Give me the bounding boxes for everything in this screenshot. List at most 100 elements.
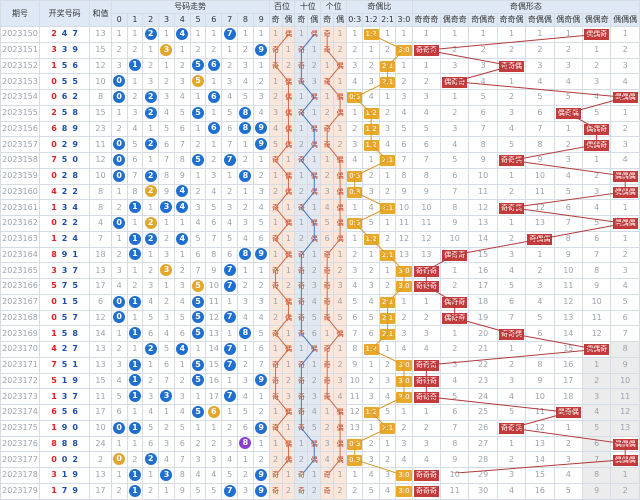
ratio-cell: 13 <box>346 419 364 437</box>
digit-cell: 1 <box>110 26 128 43</box>
parity-mark: 偶 <box>336 439 344 448</box>
period-cell: 2023165 <box>0 262 40 279</box>
digit-cell: 4 <box>126 120 144 138</box>
form-badge: 奇奇奇 <box>413 470 439 482</box>
form-cell: 奇奇奇 <box>411 467 442 484</box>
ratio-cell: 2 <box>346 482 364 500</box>
sum-cell: 13 <box>89 341 112 358</box>
position-parity-cell: 奇 <box>294 41 309 59</box>
position-parity-cell: 奇 <box>294 419 309 437</box>
digit-cell: 2 <box>173 372 191 390</box>
digit-cell: 3 <box>237 482 254 500</box>
position-parity-cell: 奇 <box>320 136 335 153</box>
position-parity-cell: 1 <box>307 246 322 264</box>
ratio-cell: 3:0 <box>395 356 413 374</box>
position-parity-cell: 1 <box>268 293 283 311</box>
digit-cell: 2 <box>110 482 128 500</box>
ratio-badge: 0:3 <box>347 171 362 183</box>
header-form: 奇偶形态 <box>411 0 640 14</box>
digit-cell: 5 <box>237 404 254 421</box>
ratio-cell: 0:3 <box>346 215 364 232</box>
ratio-cell: 11 <box>346 388 364 405</box>
digit-ball: 0 <box>113 453 126 466</box>
digit-cell: 2 <box>237 41 254 59</box>
digit-cell: 3 <box>189 451 207 468</box>
sum-cell: 10 <box>89 167 112 185</box>
digit-cell: 1 <box>126 341 144 358</box>
digit-cell: 5 <box>189 104 207 122</box>
ratio-badge: 1:2 <box>363 234 379 246</box>
ratio-badge: 1:2 <box>363 123 379 135</box>
digit-cell: 3 <box>158 435 175 453</box>
digit-ball: 7 <box>223 342 236 355</box>
ratio-cell: 4 <box>362 467 380 484</box>
header-form-item: 偶偶奇 <box>581 13 612 27</box>
position-parity-cell: 偶 <box>333 230 348 248</box>
digit-cell: 4 <box>221 451 238 468</box>
form-badge: 偶偶奇 <box>584 29 610 41</box>
position-parity-cell: 6 <box>320 230 335 248</box>
digit-cell: 7 <box>221 262 238 279</box>
position-parity-cell: 4 <box>268 120 283 138</box>
position-parity-cell: 2 <box>294 183 309 201</box>
digit-cell: 3 <box>252 183 270 201</box>
form-cell: 30 <box>468 482 498 500</box>
position-parity-cell: 偶 <box>307 167 322 185</box>
digit-cell: 4 <box>142 293 160 311</box>
digit-cell: 5 <box>189 309 207 327</box>
ratio-cell: 4 <box>378 482 397 500</box>
form-cell: 2 <box>581 57 612 75</box>
ratio-cell: 3:0 <box>395 388 413 405</box>
parity-mark: 偶 <box>284 172 292 181</box>
form-cell: 奇奇偶 <box>496 199 527 216</box>
form-cell: 偶奇奇 <box>440 309 470 327</box>
form-cell: 奇奇偶 <box>496 325 527 342</box>
digit-ball: 7 <box>223 264 236 277</box>
position-parity-cell: 1 <box>307 152 322 169</box>
position-parity-cell: 1 <box>294 89 309 106</box>
digit-cell: 4 <box>189 215 207 232</box>
open-number: 5 <box>72 297 78 307</box>
digit-cell: 4 <box>252 309 270 327</box>
parity-mark: 奇 <box>323 250 331 259</box>
open-number: 7 <box>51 155 57 165</box>
digit-cell: 3 <box>237 215 254 232</box>
digit-cell: 3 <box>205 451 223 468</box>
open-number: 1 <box>72 360 78 370</box>
ratio-cell: 1 <box>378 215 397 232</box>
digit-cell: 7 <box>126 167 144 185</box>
period-cell: 2023169 <box>0 325 40 342</box>
ratio-badge: 0:3 <box>347 186 362 198</box>
form-cell: 奇偶偶 <box>525 230 555 248</box>
ratio-cell: 3 <box>395 435 413 453</box>
form-cell: 6 <box>440 404 470 421</box>
form-cell: 1 <box>468 26 498 43</box>
digit-cell: 1 <box>158 26 175 43</box>
digit-ball: 2 <box>144 27 157 40</box>
ratio-cell: 10 <box>395 199 413 216</box>
open-number: 0 <box>51 139 57 149</box>
form-cell: 5 <box>553 89 584 106</box>
form-cell: 4 <box>610 278 640 295</box>
digit-ball: 0 <box>113 421 126 434</box>
position-parity-cell: 偶 <box>307 89 322 106</box>
form-cell: 2 <box>440 278 470 295</box>
digit-ball: 6 <box>207 405 220 418</box>
ratio-cell: 0:3 <box>346 435 364 453</box>
digit-ball: 4 <box>176 185 189 198</box>
ratio-cell: 1 <box>395 293 413 311</box>
digit-cell: 4 <box>237 230 254 248</box>
form-cell: 4 <box>581 199 612 216</box>
position-parity-cell: 奇 <box>268 419 283 437</box>
parity-mark: 奇 <box>323 282 331 291</box>
form-cell: 10 <box>525 388 555 405</box>
ratio-cell: 2:1 <box>378 73 397 90</box>
digit-cell: 6 <box>173 435 191 453</box>
position-parity-cell: 2 <box>294 451 309 468</box>
position-parity-cell: 2 <box>307 262 322 279</box>
form-cell: 9 <box>440 215 470 232</box>
digit-cell: 1 <box>126 215 144 232</box>
